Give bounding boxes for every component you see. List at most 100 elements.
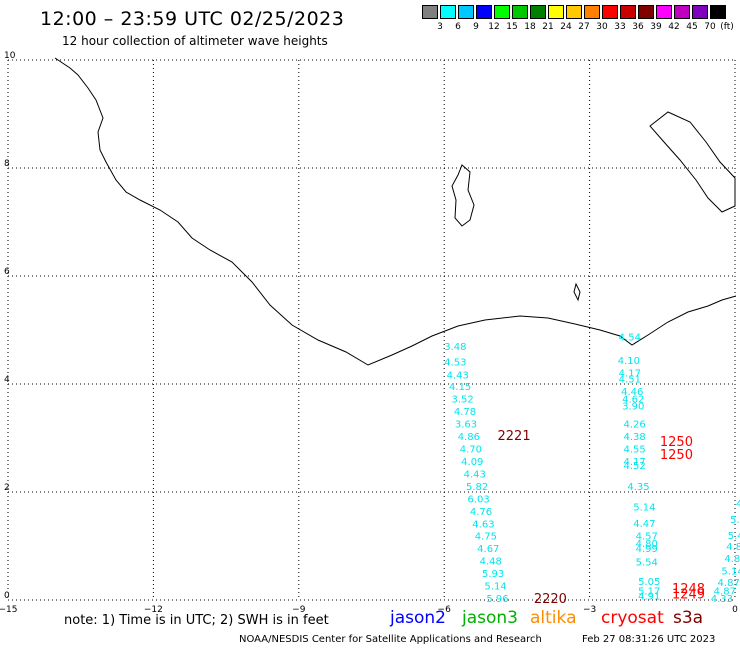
x-tick-label: −15: [0, 605, 18, 615]
pass-time-label: 1250: [660, 448, 693, 463]
y-tick-label: 4: [4, 375, 10, 385]
x-tick-label: −12: [144, 605, 163, 615]
legend-label: 6: [455, 22, 461, 32]
legend-swatch: [566, 5, 582, 19]
legend-swatch: [458, 5, 474, 19]
swh-value: 3.63: [455, 419, 477, 430]
satellite-cryosat: cryosat: [601, 608, 664, 628]
y-tick-label: 0: [4, 591, 10, 601]
y-tick-label: 8: [4, 159, 10, 169]
x-tick-label: −3: [583, 605, 596, 615]
swh-value: 4.46: [621, 387, 643, 398]
legend-swatch: [656, 5, 672, 19]
swh-value: 4.43: [447, 370, 469, 381]
swh-value: 4.54: [619, 332, 641, 343]
swh-value: 4.99: [636, 544, 658, 555]
swh-value: 4.87: [714, 586, 736, 597]
satellite-jason2: jason2: [390, 608, 446, 628]
swh-value: 4.47: [633, 519, 655, 530]
swh-value: 4.87: [724, 554, 740, 565]
legend-label: 9: [473, 22, 479, 32]
y-tick-label: 2: [4, 483, 10, 493]
landmass-outline: [649, 111, 736, 213]
swh-value: 4.9: [736, 499, 740, 510]
swh-value: 5.54: [636, 558, 658, 569]
swh-value: 4.63: [472, 519, 494, 530]
swh-value: 4.48: [480, 557, 502, 568]
satellite-jason3: jason3: [462, 608, 518, 628]
swh-value: 4.43: [464, 470, 486, 481]
legend-swatch: [674, 5, 690, 19]
legend-swatch: [710, 5, 726, 19]
x-tick-label: −9: [292, 605, 306, 615]
swh-value: 4.52: [624, 461, 646, 472]
swh-value: 4.17: [619, 369, 641, 380]
pass-time-label: 1249: [672, 588, 705, 603]
swh-value: 4.26: [624, 419, 646, 430]
legend-label: 42: [668, 22, 680, 32]
swh-value: 4.70: [460, 444, 482, 455]
swh-value: 3.48: [444, 342, 466, 353]
legend-swatch: [584, 5, 600, 19]
legend-label: 36: [632, 22, 644, 32]
legend-swatch: [602, 5, 618, 19]
swh-value: 4.67: [477, 544, 499, 555]
swh-value: 5.96: [486, 594, 508, 605]
pass-time-label: 1250: [660, 435, 693, 450]
swh-value: 4.38: [624, 432, 646, 443]
legend-label: 70: [704, 22, 716, 32]
swh-value: 4.75: [475, 532, 497, 543]
legend-label: 12: [488, 22, 500, 32]
swh-value: 4.78: [454, 407, 476, 418]
legend-label: 30: [596, 22, 608, 32]
swh-value: 4.91: [638, 592, 660, 603]
legend-label: 18: [524, 22, 536, 32]
swh-value: 4.35: [627, 482, 649, 493]
legend-swatch: [530, 5, 546, 19]
legend-label: 45: [686, 22, 698, 32]
y-tick-label: 10: [4, 51, 16, 61]
swh-value: 4.57: [636, 532, 658, 543]
swh-value: 5.17: [638, 586, 660, 597]
satellite-altika: altika: [530, 608, 577, 628]
legend-label: 24: [560, 22, 572, 32]
swh-value: 4.86: [726, 542, 740, 553]
swh-value: 5.05: [638, 577, 660, 588]
swh-value: 5.14: [484, 581, 506, 592]
generation-timestamp: Feb 27 08:31:26 UTC 2023: [582, 634, 716, 645]
swh-value: 4.33: [711, 594, 733, 605]
swh-value: 4.51: [619, 375, 641, 386]
map-title: 12:00 – 23:59 UTC 02/25/2023: [40, 8, 345, 30]
swh-value: 4.15: [449, 382, 471, 393]
legend-swatch: [476, 5, 492, 19]
island-outline: [573, 282, 581, 302]
swh-value: 5.93: [482, 569, 504, 580]
legend-label: 33: [614, 22, 626, 32]
legend-label: 3: [437, 22, 443, 32]
legend-swatch: [422, 5, 438, 19]
swh-value: 4.10: [618, 356, 640, 367]
swh-value: 5.14: [633, 503, 655, 514]
legend-label: 21: [542, 22, 554, 32]
swh-value: 4.53: [444, 357, 466, 368]
legend-swatch: [512, 5, 528, 19]
swh-value: 4.76: [470, 507, 492, 518]
y-tick-label: 6: [4, 267, 10, 277]
legend-label: 15: [506, 22, 518, 32]
swh-value: 6.03: [467, 494, 489, 505]
legend-swatch: [620, 5, 636, 19]
pass-time-label: 1248: [672, 582, 705, 597]
pass-time-label: 2221: [498, 429, 531, 444]
credit-line: NOAA/NESDIS Center for Satellite Applica…: [239, 634, 542, 645]
island-outline: [451, 164, 475, 227]
legend-swatch: [548, 5, 564, 19]
legend-label: 27: [578, 22, 590, 32]
swh-value: 5.4: [728, 531, 740, 542]
swh-value: 3.52: [451, 395, 473, 406]
swh-value: 4.80: [636, 539, 658, 550]
legend-unit: (ft): [720, 22, 734, 32]
legend-label: 39: [650, 22, 662, 32]
swh-value: 4.87: [718, 578, 740, 589]
legend-swatch: [692, 5, 708, 19]
